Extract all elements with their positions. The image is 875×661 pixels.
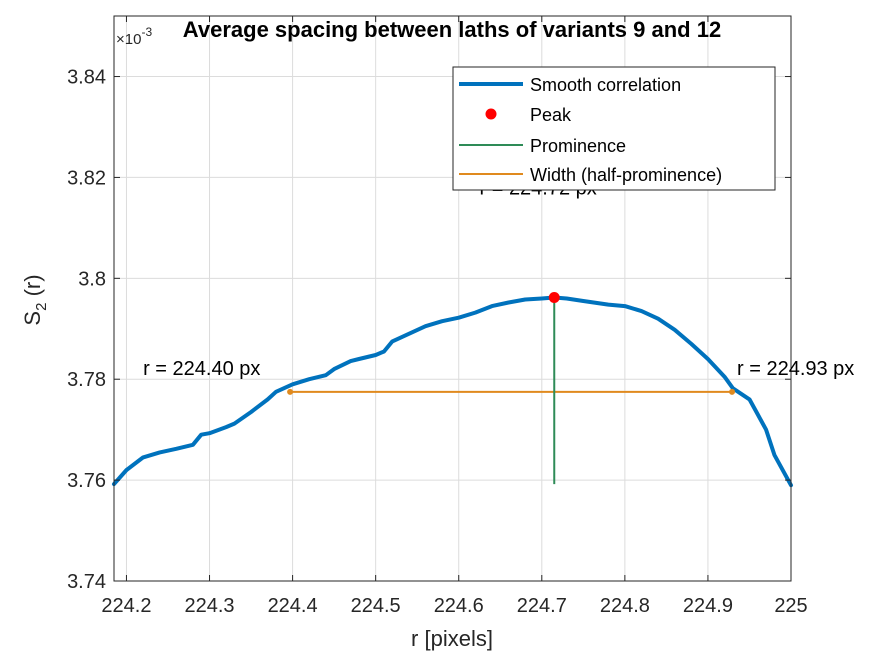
x-tick-label: 224.8 <box>600 595 650 617</box>
legend-width-label: Width (half-prominence) <box>530 165 722 185</box>
y-exponent-base: ×10 <box>116 31 141 48</box>
x-tick-label: 224.3 <box>184 595 234 617</box>
x-tick-label: 224.2 <box>101 595 151 617</box>
legend-peak-label: Peak <box>530 105 572 125</box>
legend-prominence-label: Prominence <box>530 136 626 156</box>
y-exponent-power: -3 <box>141 25 152 39</box>
y-axis-label: S2 (r) <box>20 274 50 325</box>
x-tick-label: 224.7 <box>517 595 567 617</box>
width-endpoint-right <box>729 388 736 395</box>
y-tick-label: 3.84 <box>67 67 106 89</box>
x-tick-label: 224.4 <box>268 595 318 617</box>
series-line-smooth-correlation <box>112 295 793 488</box>
y-tick-label: 3.82 <box>67 167 106 189</box>
y-exponent-label: ×10-3 <box>116 25 152 48</box>
legend: Smooth correlation Peak Prominence Width… <box>452 66 776 191</box>
y-axis-label-base: S <box>20 311 45 326</box>
legend-smooth-label: Smooth correlation <box>530 75 681 95</box>
plot-frame <box>113 15 792 582</box>
y-axis-label-rest: (r) <box>20 274 45 302</box>
chart-title: Average spacing between laths of variant… <box>183 17 721 42</box>
y-tick-label: 3.76 <box>67 470 106 492</box>
legend-peak-marker <box>485 108 497 120</box>
y-axis-label-subscript: 2 <box>33 303 50 311</box>
x-tick-label: 224.5 <box>351 595 401 617</box>
width-endpoint-left <box>287 388 294 395</box>
legend-box <box>452 66 776 191</box>
series-group <box>112 291 793 488</box>
x-axis-label: r [pixels] <box>411 626 493 651</box>
y-tick-label: 3.74 <box>67 571 106 593</box>
annotation-label: r = 224.93 px <box>737 358 854 380</box>
y-tick-label: 3.78 <box>67 369 106 391</box>
x-tick-label: 224.9 <box>683 595 733 617</box>
axes-group: 224.2 224.3 224.4 224.5 224.6 224.7 224.8 224.9… <box>67 16 808 617</box>
y-tick-label: 3.8 <box>78 268 106 290</box>
annotation-label: r = 224.40 px <box>143 358 260 380</box>
peak-marker <box>548 291 560 303</box>
x-tick-label: 224.6 <box>434 595 484 617</box>
x-tick-label: 225 <box>774 595 807 617</box>
